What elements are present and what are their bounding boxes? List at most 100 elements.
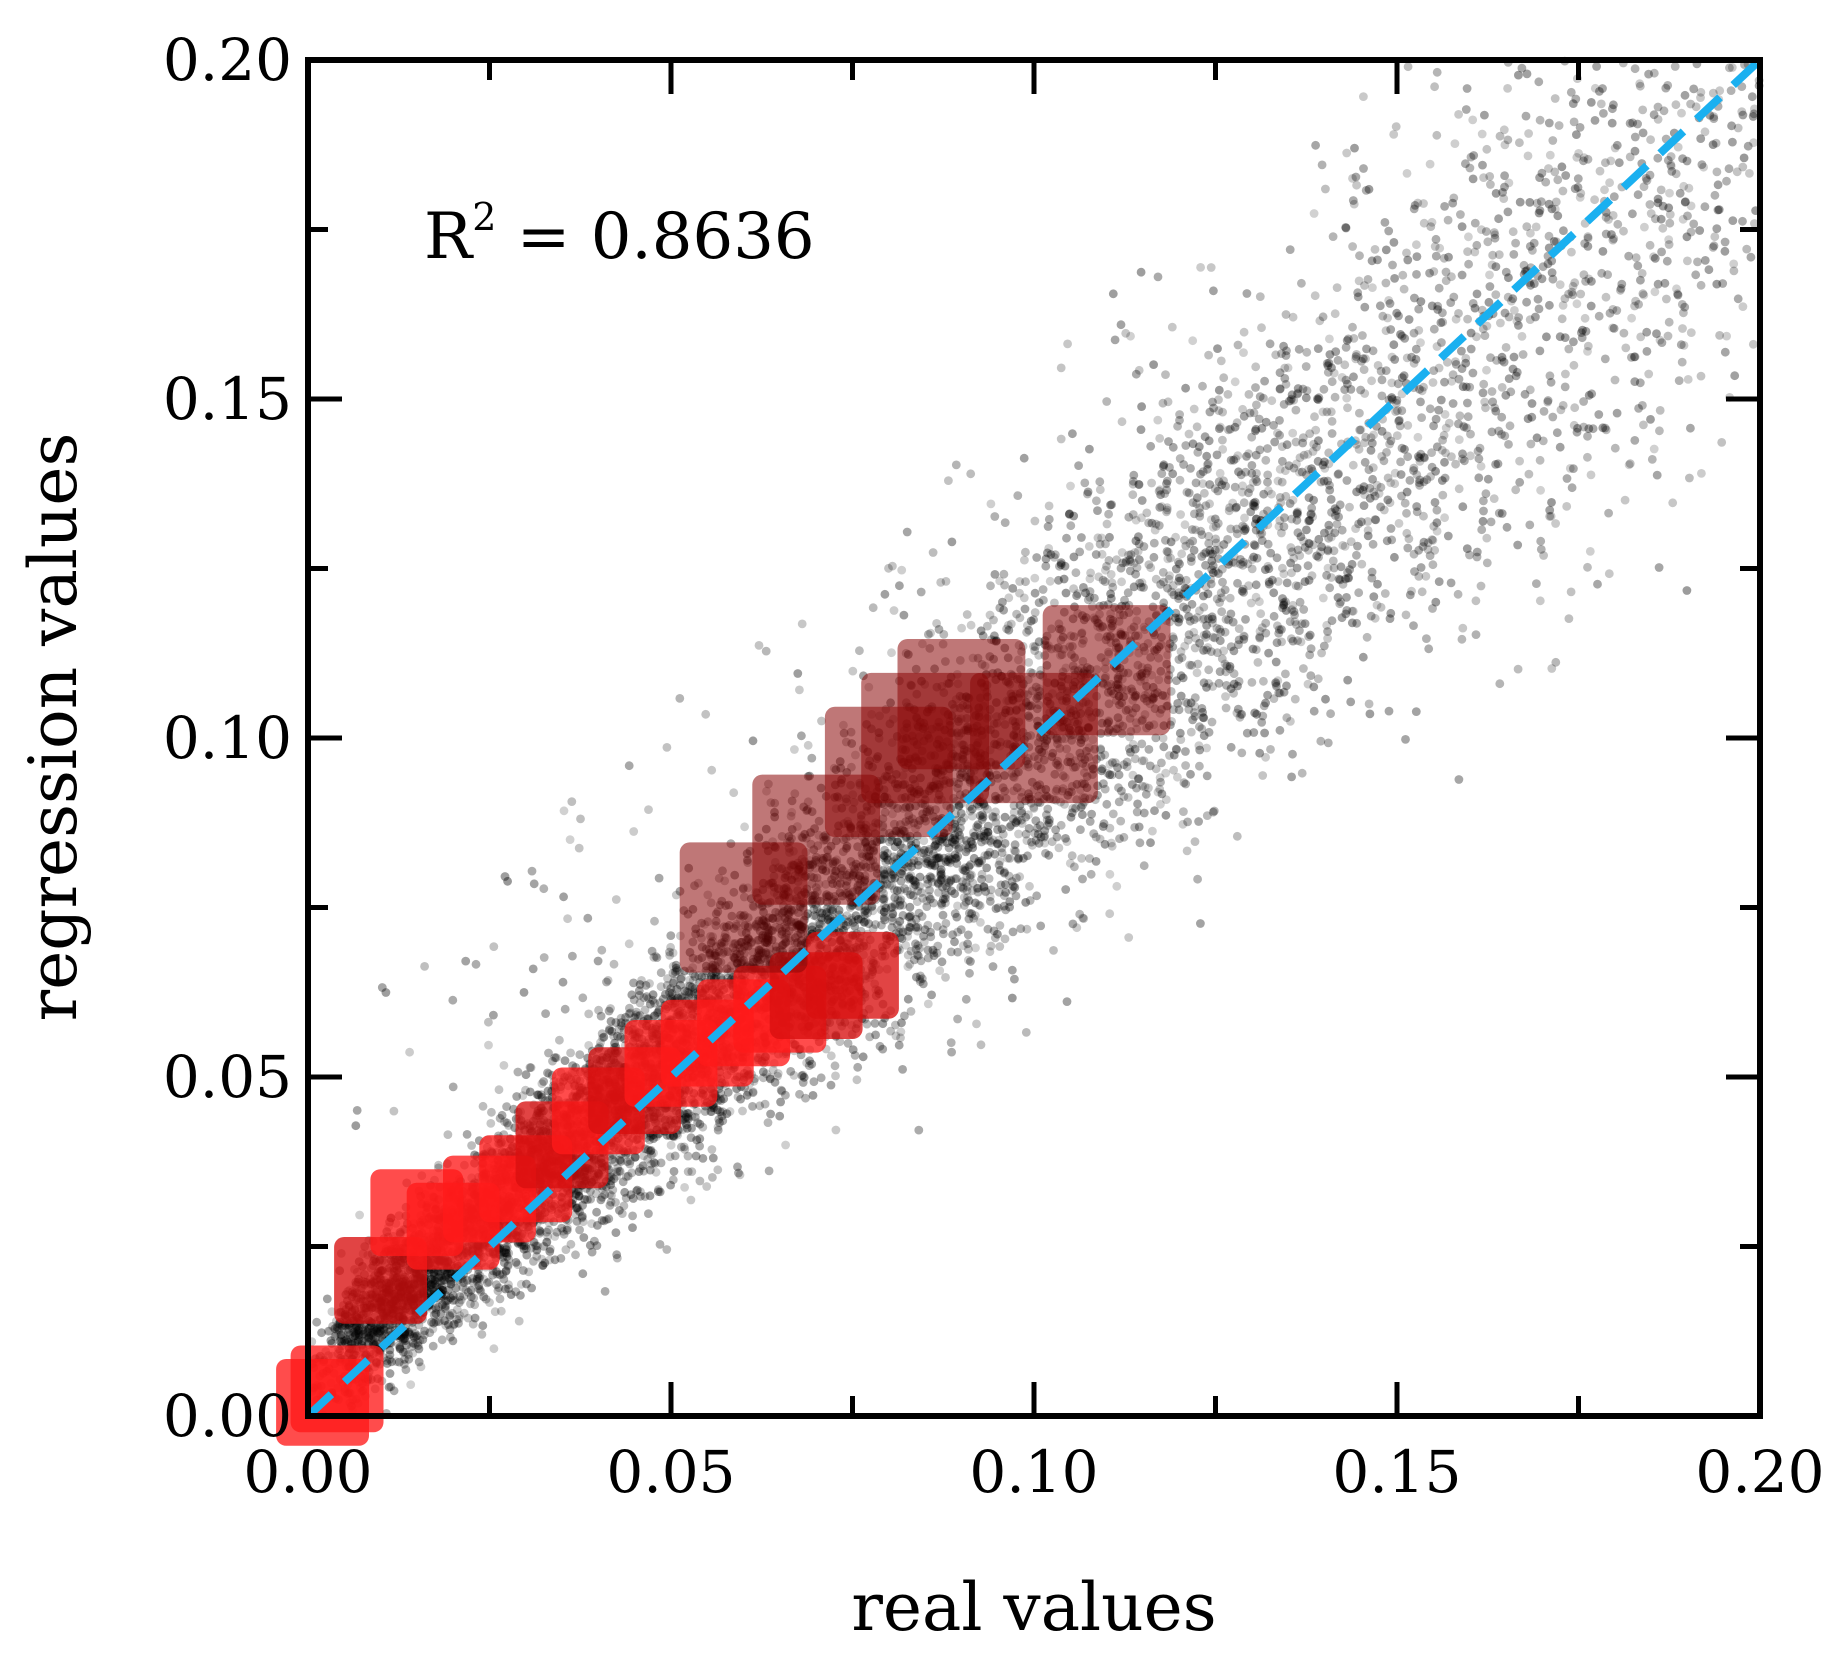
scatter-point (1348, 242, 1357, 251)
scatter-point (1077, 533, 1086, 542)
scatter-point (1568, 99, 1578, 108)
scatter-point (1290, 617, 1300, 627)
scatter-point (1121, 557, 1131, 566)
scatter-point (558, 977, 568, 987)
scatter-point (1279, 598, 1289, 607)
scatter-point (401, 1365, 411, 1375)
scatter-point (580, 1195, 590, 1204)
scatter-point (1208, 614, 1217, 624)
scatter-point (1272, 553, 1282, 563)
scatter-point (1432, 518, 1442, 528)
scatter-point (1272, 638, 1282, 648)
scatter-point (1147, 518, 1157, 528)
scatter-point (863, 908, 872, 918)
scatter-point (975, 901, 985, 911)
scatter-point (1538, 262, 1548, 272)
scatter-point (666, 1140, 676, 1150)
scatter-point (1712, 224, 1722, 234)
scatter-point (969, 914, 978, 923)
scatter-point (1550, 94, 1560, 103)
scatter-point (1061, 885, 1071, 894)
scatter-point (1184, 429, 1194, 439)
scatter-point (1358, 652, 1368, 662)
scatter-point (1003, 853, 1012, 863)
scatter-point (1128, 770, 1138, 780)
scatter-point (1065, 858, 1075, 868)
scatter-point (1380, 218, 1390, 227)
scatter-point (371, 1326, 381, 1336)
scatter-point (971, 943, 980, 953)
scatter-point (680, 1145, 690, 1154)
scatter-point (489, 1010, 498, 1020)
scatter-point (322, 1294, 332, 1304)
scatter-point (962, 840, 972, 850)
scatter-point (1348, 460, 1358, 470)
scatter-point (1017, 808, 1027, 818)
scatter-point (1169, 634, 1178, 644)
scatter-point (1348, 174, 1357, 183)
scatter-point (1425, 268, 1434, 278)
scatter-point (1324, 448, 1334, 458)
scatter-point (1525, 385, 1535, 395)
scatter-point (1679, 308, 1688, 318)
scatter-point (977, 815, 987, 824)
scatter-point (934, 853, 943, 863)
scatter-point (1413, 432, 1423, 442)
scatter-point (467, 1141, 476, 1150)
scatter-point (1457, 270, 1467, 280)
scatter-point (1392, 431, 1402, 440)
scatter-point (1363, 526, 1373, 535)
scatter-point (1089, 829, 1099, 838)
scatter-point (1255, 445, 1265, 455)
scatter-point (1673, 289, 1682, 299)
scatter-point (1208, 807, 1218, 817)
scatter-point (640, 1005, 650, 1015)
scatter-point (1200, 432, 1210, 442)
scatter-point (895, 840, 905, 850)
scatter-point (1497, 412, 1507, 422)
scatter-point (1630, 436, 1640, 445)
scatter-point (1372, 600, 1382, 610)
scatter-point (1000, 891, 1009, 901)
scatter-point (1026, 616, 1036, 626)
scatter-point (653, 1007, 663, 1017)
scatter-point (1220, 585, 1230, 595)
scatter-point (763, 1118, 773, 1127)
scatter-point (1273, 428, 1282, 438)
scatter-point (641, 981, 651, 990)
scatter-point (430, 1276, 440, 1285)
scatter-point (1385, 299, 1395, 308)
scatter-point (568, 951, 577, 961)
scatter-point (904, 874, 913, 884)
scatter-point (1414, 326, 1424, 335)
scatter-point (768, 1065, 778, 1075)
scatter-point (437, 1273, 447, 1283)
scatter-point (1696, 93, 1705, 102)
scatter-point (1275, 516, 1285, 525)
scatter-point (690, 972, 700, 981)
scatter-point (1105, 869, 1115, 879)
scatter-point (1547, 268, 1557, 277)
scatter-point (1419, 537, 1429, 547)
scatter-point (941, 898, 950, 908)
scatter-point (853, 1062, 863, 1072)
scatter-point (798, 1070, 808, 1080)
scatter-point (407, 1342, 416, 1352)
scatter-point (1176, 691, 1186, 701)
scatter-point (1334, 512, 1343, 522)
scatter-point (349, 1337, 358, 1347)
scatter-point (1732, 167, 1742, 177)
scatter-point (1107, 841, 1117, 851)
scatter-point (761, 646, 771, 656)
scatter-point (481, 1294, 491, 1304)
scatter-point (1401, 610, 1411, 620)
scatter-point (1162, 505, 1172, 515)
scatter-point (1527, 399, 1537, 408)
scatter-point (1613, 219, 1623, 229)
scatter-point (1655, 406, 1665, 415)
scatter-point (1364, 699, 1374, 709)
scatter-point (444, 1320, 453, 1329)
scatter-point (1358, 354, 1368, 364)
scatter-point (1430, 82, 1439, 92)
scatter-point (748, 1087, 758, 1097)
